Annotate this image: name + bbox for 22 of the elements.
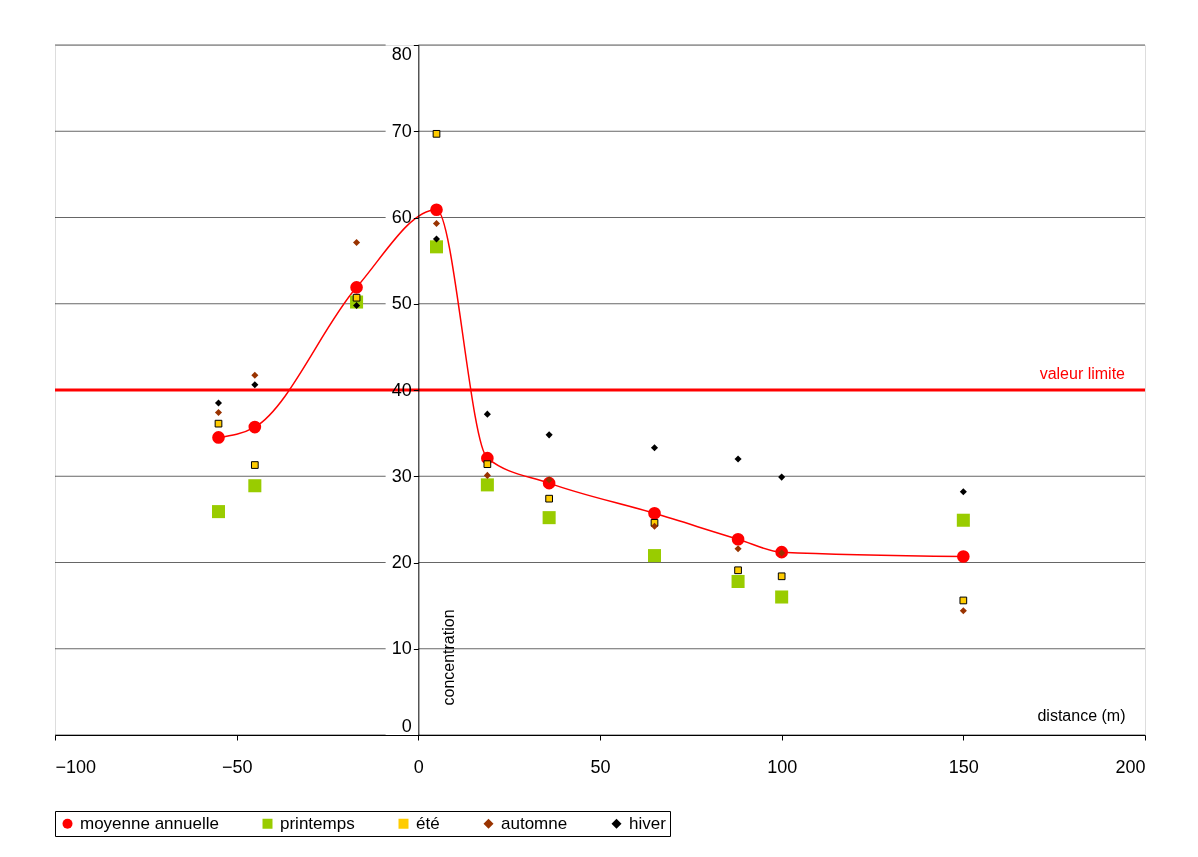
legend-label: moyenne annuelle bbox=[80, 813, 219, 833]
y-tick-label: 70 bbox=[391, 120, 412, 141]
legend-label: hiver bbox=[629, 813, 667, 833]
y-axis-title: concentration bbox=[439, 609, 457, 706]
x-tick-label: 150 bbox=[948, 756, 979, 777]
y-tick-label: 0 bbox=[401, 715, 412, 736]
y-tick-label: 20 bbox=[391, 552, 412, 572]
x-tick-label: 50 bbox=[590, 756, 611, 777]
y-tick-label: 10 bbox=[391, 638, 412, 659]
legend-label: automne bbox=[501, 813, 568, 833]
y-tick-label: 60 bbox=[391, 207, 412, 227]
y-tick-label: 50 bbox=[391, 293, 412, 314]
x-tick-label: −100 bbox=[55, 756, 97, 777]
x-axis-title: distance (m) bbox=[1037, 706, 1126, 724]
legend-label: été bbox=[416, 813, 440, 833]
ref-line-label: valeur limite bbox=[1039, 365, 1126, 382]
x-tick-label: 200 bbox=[1115, 756, 1146, 777]
x-tick-label: −50 bbox=[221, 756, 253, 777]
y-tick-label: 30 bbox=[391, 465, 412, 486]
y-tick-label: 80 bbox=[391, 43, 412, 64]
legend-label: printemps bbox=[280, 813, 355, 833]
x-tick-label: 100 bbox=[767, 756, 798, 777]
